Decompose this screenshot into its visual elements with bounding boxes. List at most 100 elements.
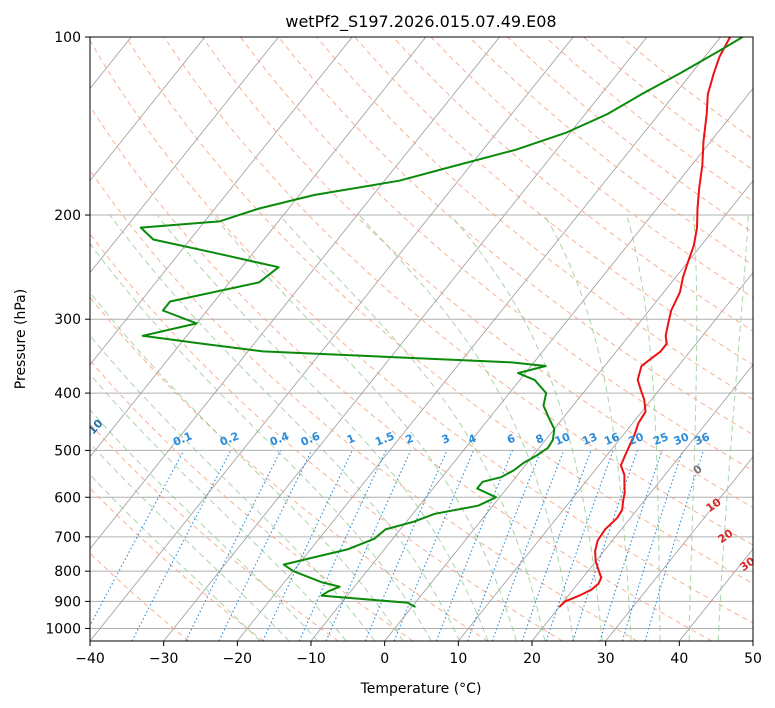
mixing-ratio-line xyxy=(393,450,475,641)
mixing-ratio-line xyxy=(262,450,353,641)
mixing-ratio-label: 0.4 xyxy=(268,429,291,448)
dry-adiabat-line xyxy=(506,37,753,234)
y-axis: 100 200 300 400 500 600 700 800 900 1000 xyxy=(45,30,90,637)
dry-adiabat-line xyxy=(90,39,753,624)
dry-adiabat-line xyxy=(278,37,753,436)
mixing-ratio-line xyxy=(621,450,684,641)
mixing-ratio-label: 8 xyxy=(534,432,546,447)
series-layer xyxy=(139,37,744,608)
x-tick-label: −20 xyxy=(223,651,253,667)
dry-adiabat-line xyxy=(201,37,753,509)
grid-layer xyxy=(90,37,753,641)
moist-adiabat-line xyxy=(156,214,489,641)
moist-adiabat-line xyxy=(450,214,603,641)
dry-adiabat-line xyxy=(163,37,753,546)
dry-adiabat-line xyxy=(392,37,753,332)
isotherm-line xyxy=(90,37,574,641)
moist-adiabat-line xyxy=(717,214,749,641)
mixing-ratio-line xyxy=(185,450,282,641)
dry-adiabat-label: -20 xyxy=(1,390,24,414)
x-axis-title: Temperature (°C) xyxy=(360,681,482,697)
mixing-ratio-line xyxy=(491,450,565,641)
moist-adiabat-line xyxy=(109,214,461,641)
mixing-ratio-line xyxy=(599,450,663,641)
plot-frame xyxy=(89,36,754,642)
mixing-ratio-line xyxy=(572,450,638,641)
mixing-ratio-line xyxy=(364,450,448,641)
y-tick-label: 700 xyxy=(54,530,81,546)
dry-adiabat-label: -10 xyxy=(83,417,106,441)
moist-adiabat-line xyxy=(688,214,698,641)
isotherm-line xyxy=(679,548,753,641)
isotherm-line xyxy=(531,364,753,641)
moist-adiabat-line xyxy=(212,214,517,641)
y-tick-label: 800 xyxy=(54,564,81,580)
moist-adiabat-line xyxy=(90,373,347,641)
mixing-ratio-line xyxy=(325,450,412,641)
y-tick-label: 600 xyxy=(54,490,81,506)
isotherm-line xyxy=(90,37,353,366)
y-tick-label: 1000 xyxy=(45,621,81,637)
isotherm-line xyxy=(90,37,500,550)
y-tick-label: 500 xyxy=(54,443,81,459)
dry-adiabat-line xyxy=(90,296,488,641)
moist-adiabat-line xyxy=(90,473,261,641)
mixing-ratio-label: 0.2 xyxy=(218,429,241,448)
y-tick-label: 400 xyxy=(54,386,81,402)
mixing-ratio-label: 36 xyxy=(693,430,712,448)
x-tick-label: 20 xyxy=(523,651,541,667)
moist-adiabat-label: 0 xyxy=(691,462,705,477)
x-tick-label: 10 xyxy=(449,651,467,667)
isotherm-line xyxy=(605,456,753,641)
moist-adiabat-line xyxy=(90,409,319,641)
moist-adiabat-line xyxy=(90,291,404,641)
dry-adiabat-line xyxy=(90,552,190,641)
mixing-ratio-line xyxy=(435,450,514,641)
mixing-ratio-label: 16 xyxy=(602,430,621,448)
mixing-ratio-label: 6 xyxy=(505,432,517,447)
moist-adiabat-label: 40 xyxy=(759,582,775,602)
mixing-ratio-label: 30 xyxy=(672,430,691,448)
mixing-ratio-label: 3 xyxy=(440,432,452,447)
x-tick-label: −30 xyxy=(149,651,179,667)
moist-adiabat-line xyxy=(358,214,575,641)
mixing-ratio-line xyxy=(545,450,614,641)
isotherm-line xyxy=(384,179,753,641)
mixing-ratio-line xyxy=(218,450,313,641)
dry-adiabat-line xyxy=(90,423,339,641)
mixing-ratio-layer xyxy=(90,450,704,641)
dry-adiabat-line xyxy=(316,37,753,401)
mixing-ratio-label: 25 xyxy=(651,430,670,448)
moist-adiabat-line xyxy=(544,214,632,641)
x-tick-label: −10 xyxy=(296,651,326,667)
isotherm-line xyxy=(163,37,648,641)
dry-adiabat-line xyxy=(354,37,753,366)
mixing-ratio-label: 1 xyxy=(345,432,357,447)
moist-adiabat-label: 20 xyxy=(716,527,736,547)
y-tick-label: 300 xyxy=(54,312,81,328)
dewpoint-line xyxy=(139,37,744,608)
mixing-ratio-line xyxy=(644,450,704,641)
isotherm-line xyxy=(458,272,753,641)
y-tick-label: 200 xyxy=(54,208,81,224)
mixing-ratio-label: 0.1 xyxy=(171,429,194,448)
mixing-ratio-line xyxy=(298,450,387,641)
mixing-ratio-label: 2 xyxy=(404,432,416,447)
dry-adiabat-line xyxy=(468,37,753,266)
dry-adiabat-line xyxy=(90,487,264,641)
isotherm-line xyxy=(90,37,279,274)
temperature-line xyxy=(558,37,731,608)
x-axis: −40 −30 −20 −10 0 10 20 30 40 50 xyxy=(75,641,762,667)
dry-adiabat-line xyxy=(90,233,563,641)
moist-adiabat-line xyxy=(278,214,546,641)
moist-adiabat-line xyxy=(90,442,290,641)
mixing-ratio-line xyxy=(521,450,592,641)
isotherm-line xyxy=(90,37,427,458)
mixing-ratio-label: 20 xyxy=(627,430,646,448)
dry-adiabat-line xyxy=(90,169,638,641)
y-tick-label: 900 xyxy=(54,594,81,610)
dry-adiabat-line xyxy=(90,105,712,641)
x-tick-label: 0 xyxy=(380,651,389,667)
x-tick-label: 50 xyxy=(744,651,762,667)
